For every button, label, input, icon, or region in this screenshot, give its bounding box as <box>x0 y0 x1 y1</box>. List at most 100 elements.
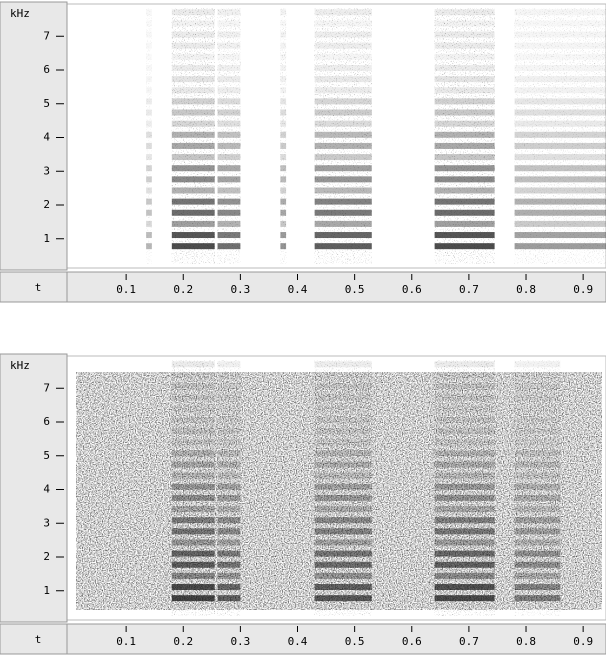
spectrogram-texture <box>146 76 152 83</box>
spectrogram-texture <box>434 53 495 60</box>
spectrogram-texture <box>146 154 152 161</box>
spectrogram-texture <box>171 120 215 127</box>
spectrogram-texture <box>514 506 561 513</box>
spectrogram-texture <box>514 131 606 138</box>
spectrogram-texture <box>434 232 495 239</box>
spectrogram-texture <box>314 394 372 401</box>
spectrogram-texture <box>171 198 215 205</box>
spectrogram-texture <box>217 483 241 490</box>
spectrogram-texture <box>171 9 215 16</box>
spectrogram-texture <box>217 243 241 250</box>
spectrogram-texture <box>217 405 241 412</box>
spectrogram-texture <box>514 494 561 501</box>
spectrogram-texture <box>171 154 215 161</box>
y-tick-label: 1 <box>43 232 50 245</box>
spectrogram-texture <box>314 428 372 435</box>
spectrogram-texture <box>434 154 495 161</box>
spectrogram-texture <box>514 209 606 216</box>
spectrogram-texture <box>280 87 287 94</box>
y-tick-label: 3 <box>43 516 50 529</box>
spectrogram-texture <box>280 42 287 49</box>
spectrogram-panel: kHz 1 2 3 4 5 6 7 t 0.1 0.2 0.3 0.4 0.5 0.6 0.7 0.8 0.9 <box>0 353 606 655</box>
spectrogram-texture <box>314 109 372 116</box>
spectrogram-texture <box>514 64 606 71</box>
spectrogram-texture <box>146 232 152 239</box>
x-tick-label: 0.2 <box>173 635 193 648</box>
x-tick-label: 0.5 <box>345 283 365 296</box>
x-axis-panel <box>0 623 606 655</box>
spectrogram-texture <box>314 232 372 239</box>
x-tick-label: 0.3 <box>230 283 250 296</box>
spectrogram-texture <box>146 176 152 183</box>
spectrogram-texture <box>146 20 152 26</box>
spectrogram-texture <box>171 87 215 94</box>
spectrogram-texture <box>314 8 372 264</box>
spectrogram-texture <box>217 142 241 149</box>
spectrogram-texture <box>171 53 215 60</box>
spectrogram-texture <box>146 209 152 216</box>
spectrogram-texture <box>217 64 241 71</box>
x-tick-label: 0.4 <box>288 283 308 296</box>
spectrogram-texture <box>171 550 215 557</box>
spectrogram-texture <box>171 428 215 435</box>
spectrogram-texture <box>217 595 241 602</box>
x-tick-label: 0.8 <box>516 283 536 296</box>
spectrogram-texture <box>146 165 152 172</box>
x-tick-label: 0.4 <box>288 635 308 648</box>
x-tick-label: 0.1 <box>116 635 136 648</box>
spectrogram-texture <box>314 494 372 501</box>
spectrogram-texture <box>434 31 495 38</box>
spectrogram-texture <box>171 232 215 239</box>
y-tick-label: 1 <box>43 584 50 597</box>
x-axis-label: t <box>35 633 42 646</box>
spectrogram-texture <box>217 372 241 379</box>
spectrogram-texture <box>280 198 287 205</box>
spectrogram-texture <box>171 405 215 412</box>
spectrogram-texture <box>434 109 495 116</box>
spectrogram-texture <box>314 528 372 535</box>
spectrogram-texture <box>514 394 561 401</box>
spectrogram-texture <box>171 176 215 183</box>
spectrogram-texture <box>314 142 372 149</box>
spectrogram-texture <box>217 584 241 591</box>
spectrogram-texture <box>314 87 372 94</box>
spectrogram-texture <box>434 120 495 127</box>
spectrogram-texture <box>217 394 241 401</box>
spectrogram-texture <box>515 20 606 26</box>
x-tick-label: 0.3 <box>230 635 250 648</box>
spectrogram-texture <box>171 494 215 501</box>
spectrogram-texture <box>217 87 241 94</box>
spectrogram-texture <box>217 539 241 546</box>
spectrogram-texture <box>280 76 287 83</box>
spectrogram-texture <box>434 539 495 546</box>
spectrogram-texture <box>514 98 606 105</box>
spectrogram-texture <box>146 54 152 60</box>
spectrogram-texture <box>217 176 241 183</box>
spectrogram-texture <box>434 9 495 16</box>
spectrogram-texture <box>314 439 372 446</box>
spectrogram-texture <box>217 517 241 524</box>
spectrogram-texture <box>217 9 241 16</box>
spectrogram-texture <box>171 383 215 390</box>
spectrogram-texture <box>217 120 241 127</box>
spectrogram-texture <box>217 450 241 457</box>
spectrogram-texture <box>171 209 215 216</box>
spectrogram-texture <box>434 439 495 446</box>
spectrogram-texture <box>171 450 215 457</box>
spectrogram-texture <box>514 76 606 83</box>
spectrogram-texture <box>217 220 241 227</box>
spectrogram-texture <box>280 20 286 26</box>
spectrogram-texture <box>314 517 372 524</box>
spectrogram-texture <box>217 416 241 423</box>
spectrogram-texture <box>171 595 215 602</box>
y-tick-label: 5 <box>43 449 50 462</box>
spectrogram-texture <box>434 517 495 524</box>
spectrogram-texture <box>514 483 561 490</box>
spectrogram-texture <box>171 472 215 479</box>
spectrogram-texture <box>514 109 606 116</box>
spectrogram-texture <box>434 595 495 602</box>
spectrogram-texture <box>217 494 241 501</box>
spectrogram-texture <box>514 198 606 205</box>
y-axis-label: kHz <box>10 359 30 372</box>
spectrogram-texture <box>514 360 561 616</box>
